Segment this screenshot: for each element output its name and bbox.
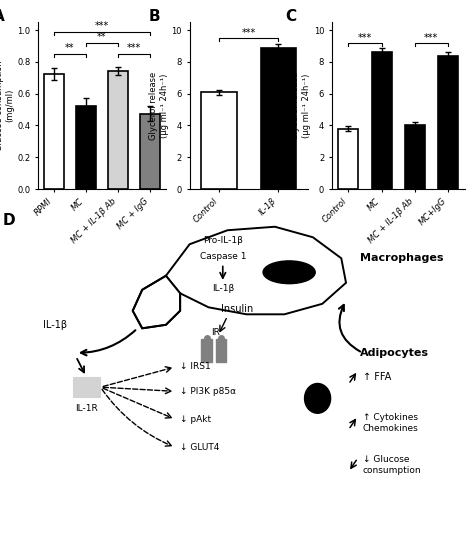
Text: Macrophages: Macrophages bbox=[360, 254, 444, 263]
Text: ***: *** bbox=[242, 28, 256, 38]
Text: ↓ Glucose
consumption: ↓ Glucose consumption bbox=[363, 455, 421, 475]
Bar bbox=[73, 378, 100, 396]
Ellipse shape bbox=[304, 384, 331, 413]
Y-axis label: Glycerol release
(μg ml⁻¹ 24h⁻¹): Glycerol release (μg ml⁻¹ 24h⁻¹) bbox=[149, 72, 169, 140]
Text: C: C bbox=[285, 9, 296, 24]
Bar bbox=[76, 106, 96, 189]
Y-axis label: Glucose consumption
(mg/ml): Glucose consumption (mg/ml) bbox=[0, 60, 14, 151]
Text: ↓ pAkt: ↓ pAkt bbox=[180, 415, 211, 424]
Bar bbox=[201, 92, 237, 189]
Bar bbox=[108, 71, 128, 189]
Text: ***: *** bbox=[127, 43, 141, 53]
Text: A: A bbox=[0, 9, 5, 24]
Bar bbox=[372, 52, 392, 189]
Text: ↓ GLUT4: ↓ GLUT4 bbox=[180, 443, 219, 452]
Text: **: ** bbox=[97, 32, 107, 42]
Text: ***: *** bbox=[95, 21, 109, 31]
Ellipse shape bbox=[263, 261, 315, 284]
Bar bbox=[216, 339, 226, 361]
Text: IL-1β: IL-1β bbox=[43, 320, 67, 330]
Ellipse shape bbox=[100, 346, 374, 521]
Bar bbox=[45, 74, 64, 189]
Text: Caspase 1: Caspase 1 bbox=[200, 252, 246, 261]
Text: ↑ Cytokines
Chemokines: ↑ Cytokines Chemokines bbox=[363, 413, 419, 433]
Bar bbox=[261, 48, 296, 189]
Text: IL-1β: IL-1β bbox=[212, 284, 234, 292]
Text: Adipocytes: Adipocytes bbox=[360, 348, 429, 358]
Text: B: B bbox=[148, 9, 160, 24]
Bar bbox=[338, 128, 358, 189]
Polygon shape bbox=[166, 227, 346, 314]
Text: D: D bbox=[2, 213, 15, 228]
Y-axis label: Glycerol release
(μg ml⁻¹ 24h⁻¹): Glycerol release (μg ml⁻¹ 24h⁻¹) bbox=[292, 72, 311, 140]
Bar bbox=[140, 113, 159, 189]
Polygon shape bbox=[133, 276, 180, 328]
Bar bbox=[438, 56, 458, 189]
Text: ***: *** bbox=[424, 33, 438, 43]
Text: ↑ FFA: ↑ FFA bbox=[363, 373, 391, 383]
Text: IL-1R: IL-1R bbox=[75, 404, 98, 413]
Text: ***: *** bbox=[358, 33, 372, 43]
Text: ↓ IRS1: ↓ IRS1 bbox=[180, 363, 211, 371]
Text: ↓ PI3K p85α: ↓ PI3K p85α bbox=[180, 387, 236, 396]
Text: IR: IR bbox=[211, 328, 220, 337]
Text: Pro-IL-1β: Pro-IL-1β bbox=[203, 236, 243, 245]
Bar bbox=[405, 126, 425, 189]
Text: Insulin: Insulin bbox=[221, 304, 253, 314]
Text: **: ** bbox=[65, 43, 75, 53]
Bar bbox=[201, 339, 212, 361]
